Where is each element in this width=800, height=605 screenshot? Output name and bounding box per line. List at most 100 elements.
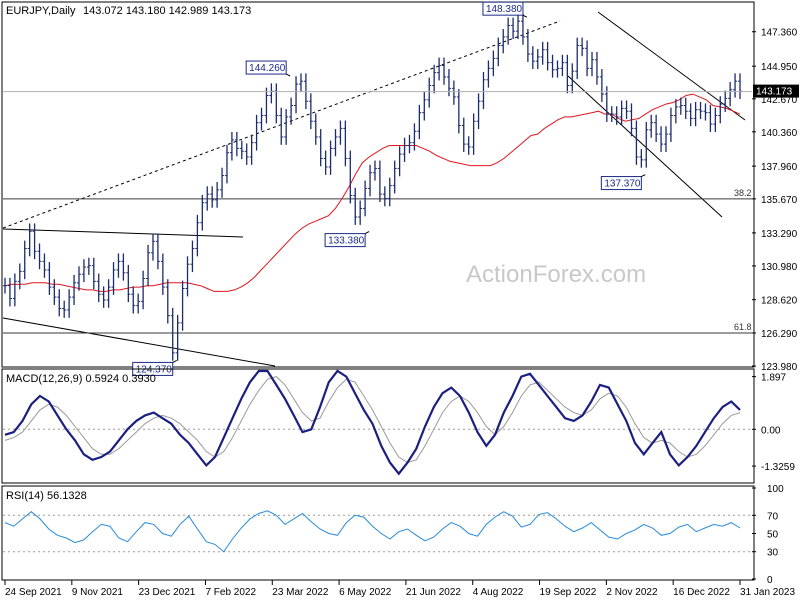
macd-panel-frame [1,368,755,484]
price-bar [12,273,17,307]
price-panel-title: EURJPY,Daily [6,5,76,17]
price-bar [604,86,609,122]
price-bar [27,223,32,257]
falling-channel-lower [567,75,723,218]
price-bar [101,286,106,308]
price-bar [555,60,560,78]
price-bar [723,90,728,112]
price-bar [368,164,373,197]
price-bar [437,57,442,81]
time-x-axis: 24 Sep 2021 9 Nov 2021 23 Dec 2021 7 Feb 20… [4,580,795,598]
price-bar [37,243,42,270]
price-y-tick-label: 144.950 [761,62,798,73]
watermark: ActionForex.com [466,261,646,288]
price-bar [210,186,215,208]
x-tick-label: 2 Nov 2022 [606,587,658,598]
price-bar [372,160,377,181]
macd-line [4,369,741,476]
price-bar [318,129,323,167]
price-bar [407,134,412,154]
price-bar [624,100,629,120]
macd-y-tick-label: -1.3259 [761,462,795,473]
price-bar [175,314,180,361]
price-annotation: 137.370 [600,174,646,191]
price-bar [294,76,299,114]
price-annotation-label: 137.370 [604,179,641,190]
price-bar [412,123,417,151]
macd-panel-title: MACD(12,26,9) 0.5924 0.3930 [6,373,156,385]
price-bar [664,126,669,152]
price-bar [402,137,407,162]
price-bar [382,186,387,207]
price-bar [609,106,614,122]
price-bar [254,114,259,151]
price-bar [683,97,688,120]
price-bar [594,51,599,85]
price-y-tick-label: 142.670 [761,95,798,106]
price-bar [619,100,624,125]
price-bar [150,233,155,261]
price-bar [486,60,491,88]
price-bar [289,97,294,125]
moving-average-line [4,93,741,292]
macd-y-axis: 1.897 0.00 -1.3259 [752,373,795,473]
price-bar [234,131,239,157]
price-bar [427,77,432,108]
price-bar [165,279,170,324]
price-bar [185,256,190,297]
price-annotation: 144.260 [245,60,291,77]
price-y-tick-label: 137.960 [761,162,798,173]
triangle-upper-line [2,228,244,238]
fib-level-label: 38.2 [734,188,752,198]
price-bar [585,40,590,77]
price-bar [160,253,165,295]
price-bar [614,106,619,125]
macd-y-tick-label: 1.897 [761,373,786,384]
price-bar [52,279,57,305]
price-bar [451,80,456,105]
price-bar [358,200,363,225]
price-panel-frame [1,1,755,368]
price-bar [200,194,205,231]
price-bar [67,289,72,318]
price-annotation-label: 148.380 [486,4,523,15]
x-tick-label: 4 Aug 2022 [473,587,524,598]
rsi-y-tick-label: 30 [767,548,779,559]
price-bar [17,263,22,290]
price-bar [308,93,313,130]
x-tick-label: 19 Sep 2022 [540,587,597,598]
moving-average-layer [4,93,741,292]
price-bar [377,160,382,203]
x-tick-label: 16 Dec 2022 [673,587,730,598]
price-bar [298,73,303,92]
price-bar [718,96,723,124]
price-bar [565,54,570,94]
last-price-box [753,84,799,98]
price-bar [264,87,269,124]
price-bar [126,264,131,303]
price-bar [244,143,249,165]
price-bar [353,187,358,225]
price-bar [530,46,535,70]
price-bar [432,64,437,94]
price-y-tick-label: 123.980 [761,362,798,373]
price-bar [545,41,550,71]
price-bar [57,289,62,317]
price-annotation: 148.380 [482,1,528,18]
x-tick-label: 6 May 2022 [339,587,392,598]
triangle-lower-line [2,317,276,367]
price-bar [599,69,604,102]
macd-y-tick-label: 0.00 [761,425,781,436]
x-tick-label: 21 Jun 2022 [406,587,461,598]
price-bar [392,160,397,194]
price-bar [713,107,718,132]
price-bar [659,126,664,152]
fib-level-label: 61.8 [734,322,752,332]
x-tick-label: 23 Mar 2022 [272,587,329,598]
price-bar [501,29,506,54]
price-bar [580,37,585,57]
price-bar [76,266,81,291]
fibonacci-levels: 38.2 61.8 [3,188,752,334]
